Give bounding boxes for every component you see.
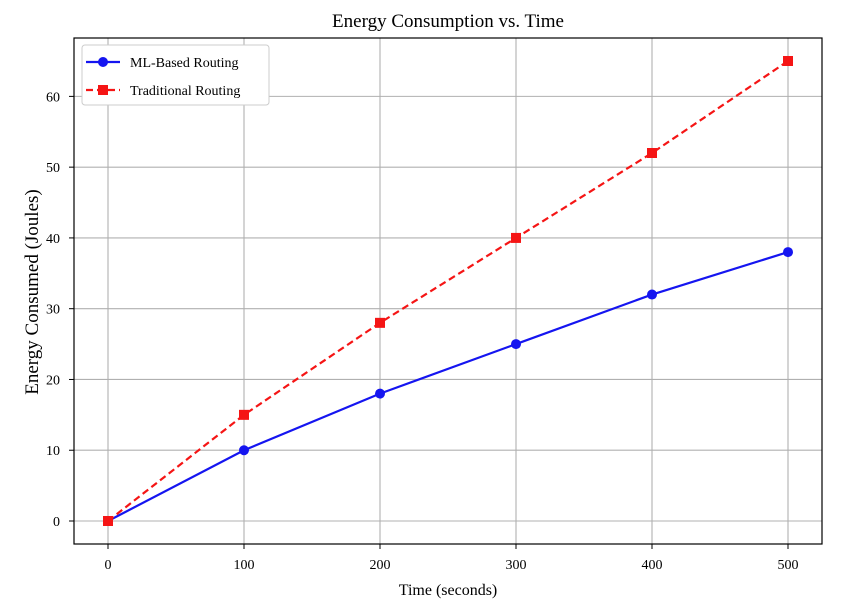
- y-tick-label: 20: [46, 373, 60, 388]
- chart-title: Energy Consumption vs. Time: [332, 11, 564, 32]
- data-point: [239, 409, 249, 420]
- y-tick-label: 50: [46, 161, 60, 176]
- data-point: [511, 339, 521, 350]
- legend-label: Traditional Routing: [130, 84, 240, 99]
- x-tick-label: 0: [105, 558, 112, 573]
- data-point: [647, 148, 657, 158]
- y-tick-label: 10: [46, 444, 60, 459]
- x-tick-label: 500: [778, 558, 799, 573]
- series-line-0: [107, 251, 789, 522]
- series-lines: [103, 56, 793, 526]
- legend-marker: [98, 85, 108, 95]
- data-point: [511, 232, 521, 243]
- data-point: [783, 247, 793, 258]
- series-line-1: [107, 60, 789, 522]
- x-tick-label: 200: [370, 558, 391, 573]
- x-axis-label: Time (seconds): [399, 582, 498, 599]
- plot-frame: [73, 37, 823, 545]
- data-point: [103, 516, 113, 526]
- y-axis-label: Energy Consumed (Joules): [22, 189, 43, 394]
- x-tick-label: 400: [642, 558, 663, 573]
- legend-marker: [98, 57, 108, 67]
- y-tick-label: 0: [53, 515, 60, 530]
- axis-ticks: 0 100 200 300 400 500 0 10 20 30 40 50 60: [46, 90, 799, 573]
- data-point: [647, 289, 657, 300]
- data-point: [239, 445, 249, 456]
- data-point: [783, 56, 793, 66]
- legend: ML-Based Routing Traditional Routing: [81, 44, 270, 106]
- legend-box: [81, 44, 270, 106]
- y-tick-label: 60: [46, 90, 60, 105]
- y-tick-label: 40: [46, 232, 60, 247]
- y-tick-label: 30: [46, 303, 60, 318]
- data-point: [375, 317, 385, 328]
- data-point: [375, 388, 385, 399]
- x-tick-label: 300: [506, 558, 527, 573]
- x-tick-label: 100: [234, 558, 255, 573]
- legend-label: ML-Based Routing: [130, 56, 239, 71]
